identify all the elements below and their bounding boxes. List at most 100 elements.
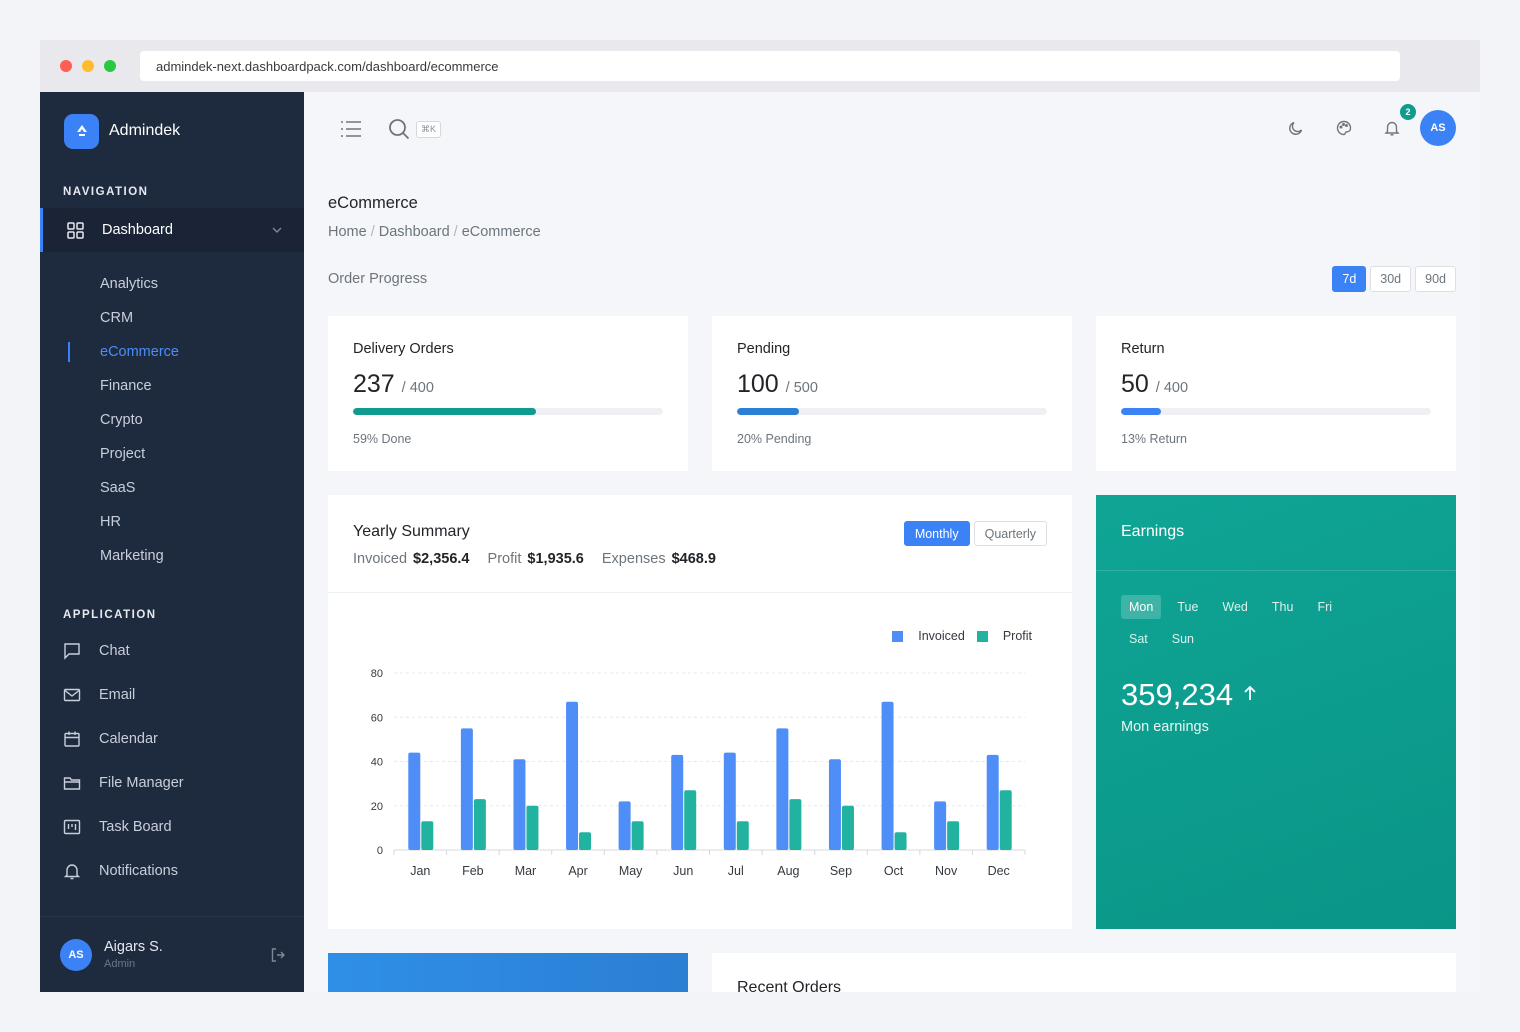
breadcrumb-home[interactable]: Home <box>328 224 367 240</box>
sidebar-subitem-ecommerce[interactable]: eCommerce <box>40 335 304 369</box>
sidebar-subitem-crypto[interactable]: Crypto <box>100 412 143 428</box>
day-fri[interactable]: Fri <box>1317 600 1333 614</box>
menu-toggle-icon[interactable] <box>340 120 362 138</box>
bell-icon <box>63 862 81 880</box>
range-7d-button[interactable]: 7d <box>1332 266 1367 292</box>
avatar[interactable]: AS <box>1420 110 1456 146</box>
brand[interactable]: Admindek <box>40 92 304 168</box>
sidebar-item-label: Dashboard <box>102 222 173 238</box>
bar-invoiced-jun <box>671 754 684 850</box>
sidebar-item-calendar[interactable]: Calendar <box>40 717 304 761</box>
x-tick-label: Feb <box>462 864 484 878</box>
stat-total: / 500 <box>785 380 818 396</box>
brand-name: Admindek <box>109 122 181 139</box>
earnings-label: Mon earnings <box>1121 719 1209 735</box>
sidebar-item-dashboard[interactable]: Dashboard <box>40 208 304 252</box>
progress-fill <box>1121 408 1162 415</box>
profit-label: Profit <box>487 551 522 567</box>
maximize-dot[interactable] <box>104 60 116 72</box>
user-profile[interactable]: AS Aigars S. Admin <box>40 916 304 992</box>
sidebar-subitem-project[interactable]: Project <box>100 446 146 462</box>
range-30d-button[interactable]: 30d <box>1370 266 1412 292</box>
search-icon[interactable] <box>388 118 410 140</box>
x-tick-label: Oct <box>884 864 904 878</box>
day-sat[interactable]: Sat <box>1129 632 1148 646</box>
sidebar-item-label: File Manager <box>99 775 184 791</box>
monthly-button[interactable]: Monthly <box>903 521 970 546</box>
logout-icon[interactable] <box>270 947 286 968</box>
x-tick-label: Jan <box>410 864 430 878</box>
progress-bar <box>353 408 663 415</box>
range-selector: 7d 30d 90d <box>1328 266 1456 292</box>
bar-invoiced-sep <box>828 759 841 850</box>
bar-profit-apr <box>579 832 592 850</box>
sidebar-subitem-analytics[interactable]: Analytics <box>100 276 159 292</box>
sidebar-item-email[interactable]: Email <box>40 673 304 717</box>
day-sun[interactable]: Sun <box>1171 632 1195 646</box>
sidebar-subitem-hr[interactable]: HR <box>100 514 121 530</box>
bar-profit-jun <box>684 790 697 850</box>
address-bar[interactable]: admindek-next.dashboardpack.com/dashboar… <box>140 51 1400 81</box>
x-tick-label: Apr <box>568 864 587 878</box>
range-90d-button[interactable]: 90d <box>1415 266 1456 292</box>
stat-total: / 400 <box>401 380 434 396</box>
sidebar-item-label: Email <box>99 687 136 703</box>
day-mon[interactable]: Mon <box>1121 595 1162 619</box>
day-thu[interactable]: Thu <box>1271 600 1294 614</box>
y-tick-label: 40 <box>371 757 383 769</box>
close-dot[interactable] <box>60 60 72 72</box>
sidebar-item-label: Chat <box>99 643 130 659</box>
recent-orders-card: Recent Orders <box>712 953 1456 992</box>
stat-footer: 59% Done <box>353 432 412 446</box>
breadcrumb-current: eCommerce <box>461 224 541 240</box>
x-tick-label: Dec <box>988 864 1010 878</box>
bar-profit-jul <box>736 821 749 850</box>
notification-bell[interactable]: 2 <box>1368 104 1416 136</box>
breadcrumb-dashboard[interactable]: Dashboard <box>378 224 450 240</box>
sidebar-item-label: Task Board <box>99 819 172 835</box>
bar-invoiced-nov <box>934 801 947 850</box>
x-tick-label: Nov <box>935 864 958 878</box>
expenses-value: $468.9 <box>671 551 716 567</box>
calendar-icon <box>63 730 81 748</box>
minimize-dot[interactable] <box>82 60 94 72</box>
bar-profit-aug <box>789 799 802 850</box>
application-menu: Chat Email Calendar File Manager Task Bo… <box>40 621 304 893</box>
x-tick-label: Aug <box>777 864 799 878</box>
day-selector: Mon Tue Wed Thu Fri Sat Sun <box>1096 571 1396 659</box>
bar-invoiced-dec <box>986 754 999 850</box>
invoiced-value: $2,356.4 <box>413 551 470 567</box>
kanban-icon <box>63 818 81 836</box>
sidebar-subitem-marketing[interactable]: Marketing <box>100 548 164 564</box>
sidebar-item-notifications[interactable]: Notifications <box>40 849 304 893</box>
bar-profit-jan <box>421 821 434 850</box>
chat-icon <box>63 642 81 660</box>
card-title: Earnings <box>1096 495 1456 571</box>
promo-card <box>328 953 688 992</box>
sidebar-item-task-board[interactable]: Task Board <box>40 805 304 849</box>
user-name: Aigars S. <box>104 939 163 955</box>
day-wed[interactable]: Wed <box>1222 600 1248 614</box>
quarterly-button[interactable]: Quarterly <box>973 521 1047 546</box>
palette-icon[interactable] <box>1320 120 1368 136</box>
day-tue[interactable]: Tue <box>1177 600 1199 614</box>
moon-icon[interactable] <box>1272 120 1320 136</box>
sidebar-item-label: Calendar <box>99 731 158 747</box>
browser-chrome: admindek-next.dashboardpack.com/dashboar… <box>40 40 1480 92</box>
stat-title: Delivery Orders <box>353 341 454 357</box>
logo-icon <box>64 113 99 149</box>
sidebar-item-chat[interactable]: Chat <box>40 629 304 673</box>
legend-item-profit[interactable]: Profit <box>976 629 1032 643</box>
stat-total: / 400 <box>1155 380 1189 396</box>
chevron-down-icon <box>272 224 282 236</box>
legend-item-invoiced[interactable]: Invoiced <box>892 629 965 643</box>
y-tick-label: 0 <box>377 845 383 857</box>
sidebar-subitem-saas[interactable]: SaaS <box>100 480 136 496</box>
sidebar-subitem-crm[interactable]: CRM <box>100 310 134 326</box>
sidebar-item-file-manager[interactable]: File Manager <box>40 761 304 805</box>
bar-invoiced-may <box>618 801 631 850</box>
app-section-title: APPLICATION <box>63 609 157 621</box>
browser-window: admindek-next.dashboardpack.com/dashboar… <box>40 40 1480 992</box>
card-title: Recent Orders <box>737 979 842 992</box>
sidebar-subitem-finance[interactable]: Finance <box>100 378 152 394</box>
